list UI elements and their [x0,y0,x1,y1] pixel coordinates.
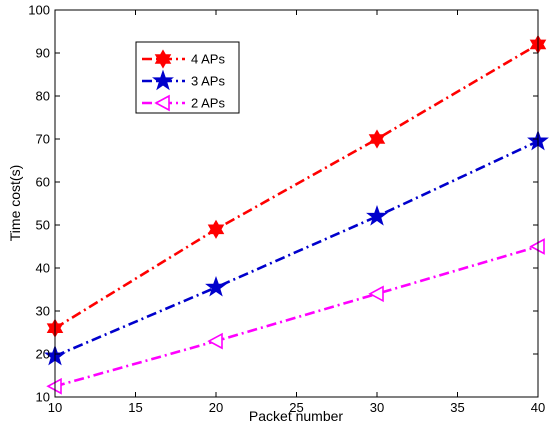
data-point [368,285,384,303]
legend-label: 2 APs [191,96,225,111]
legend-entry: 3 APs [142,69,225,91]
y-tick-label: 30 [36,304,50,319]
y-tick-label: 70 [36,132,50,147]
y-tick-label: 60 [36,175,50,190]
legend-entry: 2 APs [142,94,225,112]
x-tick-label: 25 [289,400,303,415]
x-tick-label: 20 [209,400,223,415]
legend-marker [152,69,174,91]
x-axis-label: Packet number [249,408,343,424]
x-tick-label: 15 [128,400,142,415]
x-tick-label: 35 [450,400,464,415]
series-line [54,245,539,388]
y-tick-label: 80 [36,89,50,104]
legend: 4 APs 3 APs 2 APs [135,41,240,114]
legend-marker [154,94,170,112]
data-point [366,204,388,226]
plot-area [55,10,538,397]
series-line [54,140,539,358]
x-tick-label: 40 [531,400,545,415]
legend-marker [154,49,172,69]
data-point [207,332,223,350]
y-tick-label: 40 [36,261,50,276]
y-axis-label: Time cost(s) [7,165,23,241]
x-tick-label: 10 [48,400,62,415]
y-tick-label: 100 [28,3,50,18]
data-point [205,275,227,297]
data-point [207,219,225,239]
y-tick-label: 10 [36,390,50,405]
y-tick-label: 90 [36,46,50,61]
legend-label: 3 APs [191,74,225,89]
y-tick-label: 50 [36,218,50,233]
x-tick-label: 30 [370,400,384,415]
ticks-layer: 10 15 20 25 30 35 40 10 20 30 40 50 60 70 80 90 100 [28,3,545,416]
legend-entry: 4 APs [142,49,225,69]
data-point [368,129,386,149]
legend-label: 4 APs [191,52,225,67]
series-line [54,43,539,330]
y-tick-label: 20 [36,347,50,362]
